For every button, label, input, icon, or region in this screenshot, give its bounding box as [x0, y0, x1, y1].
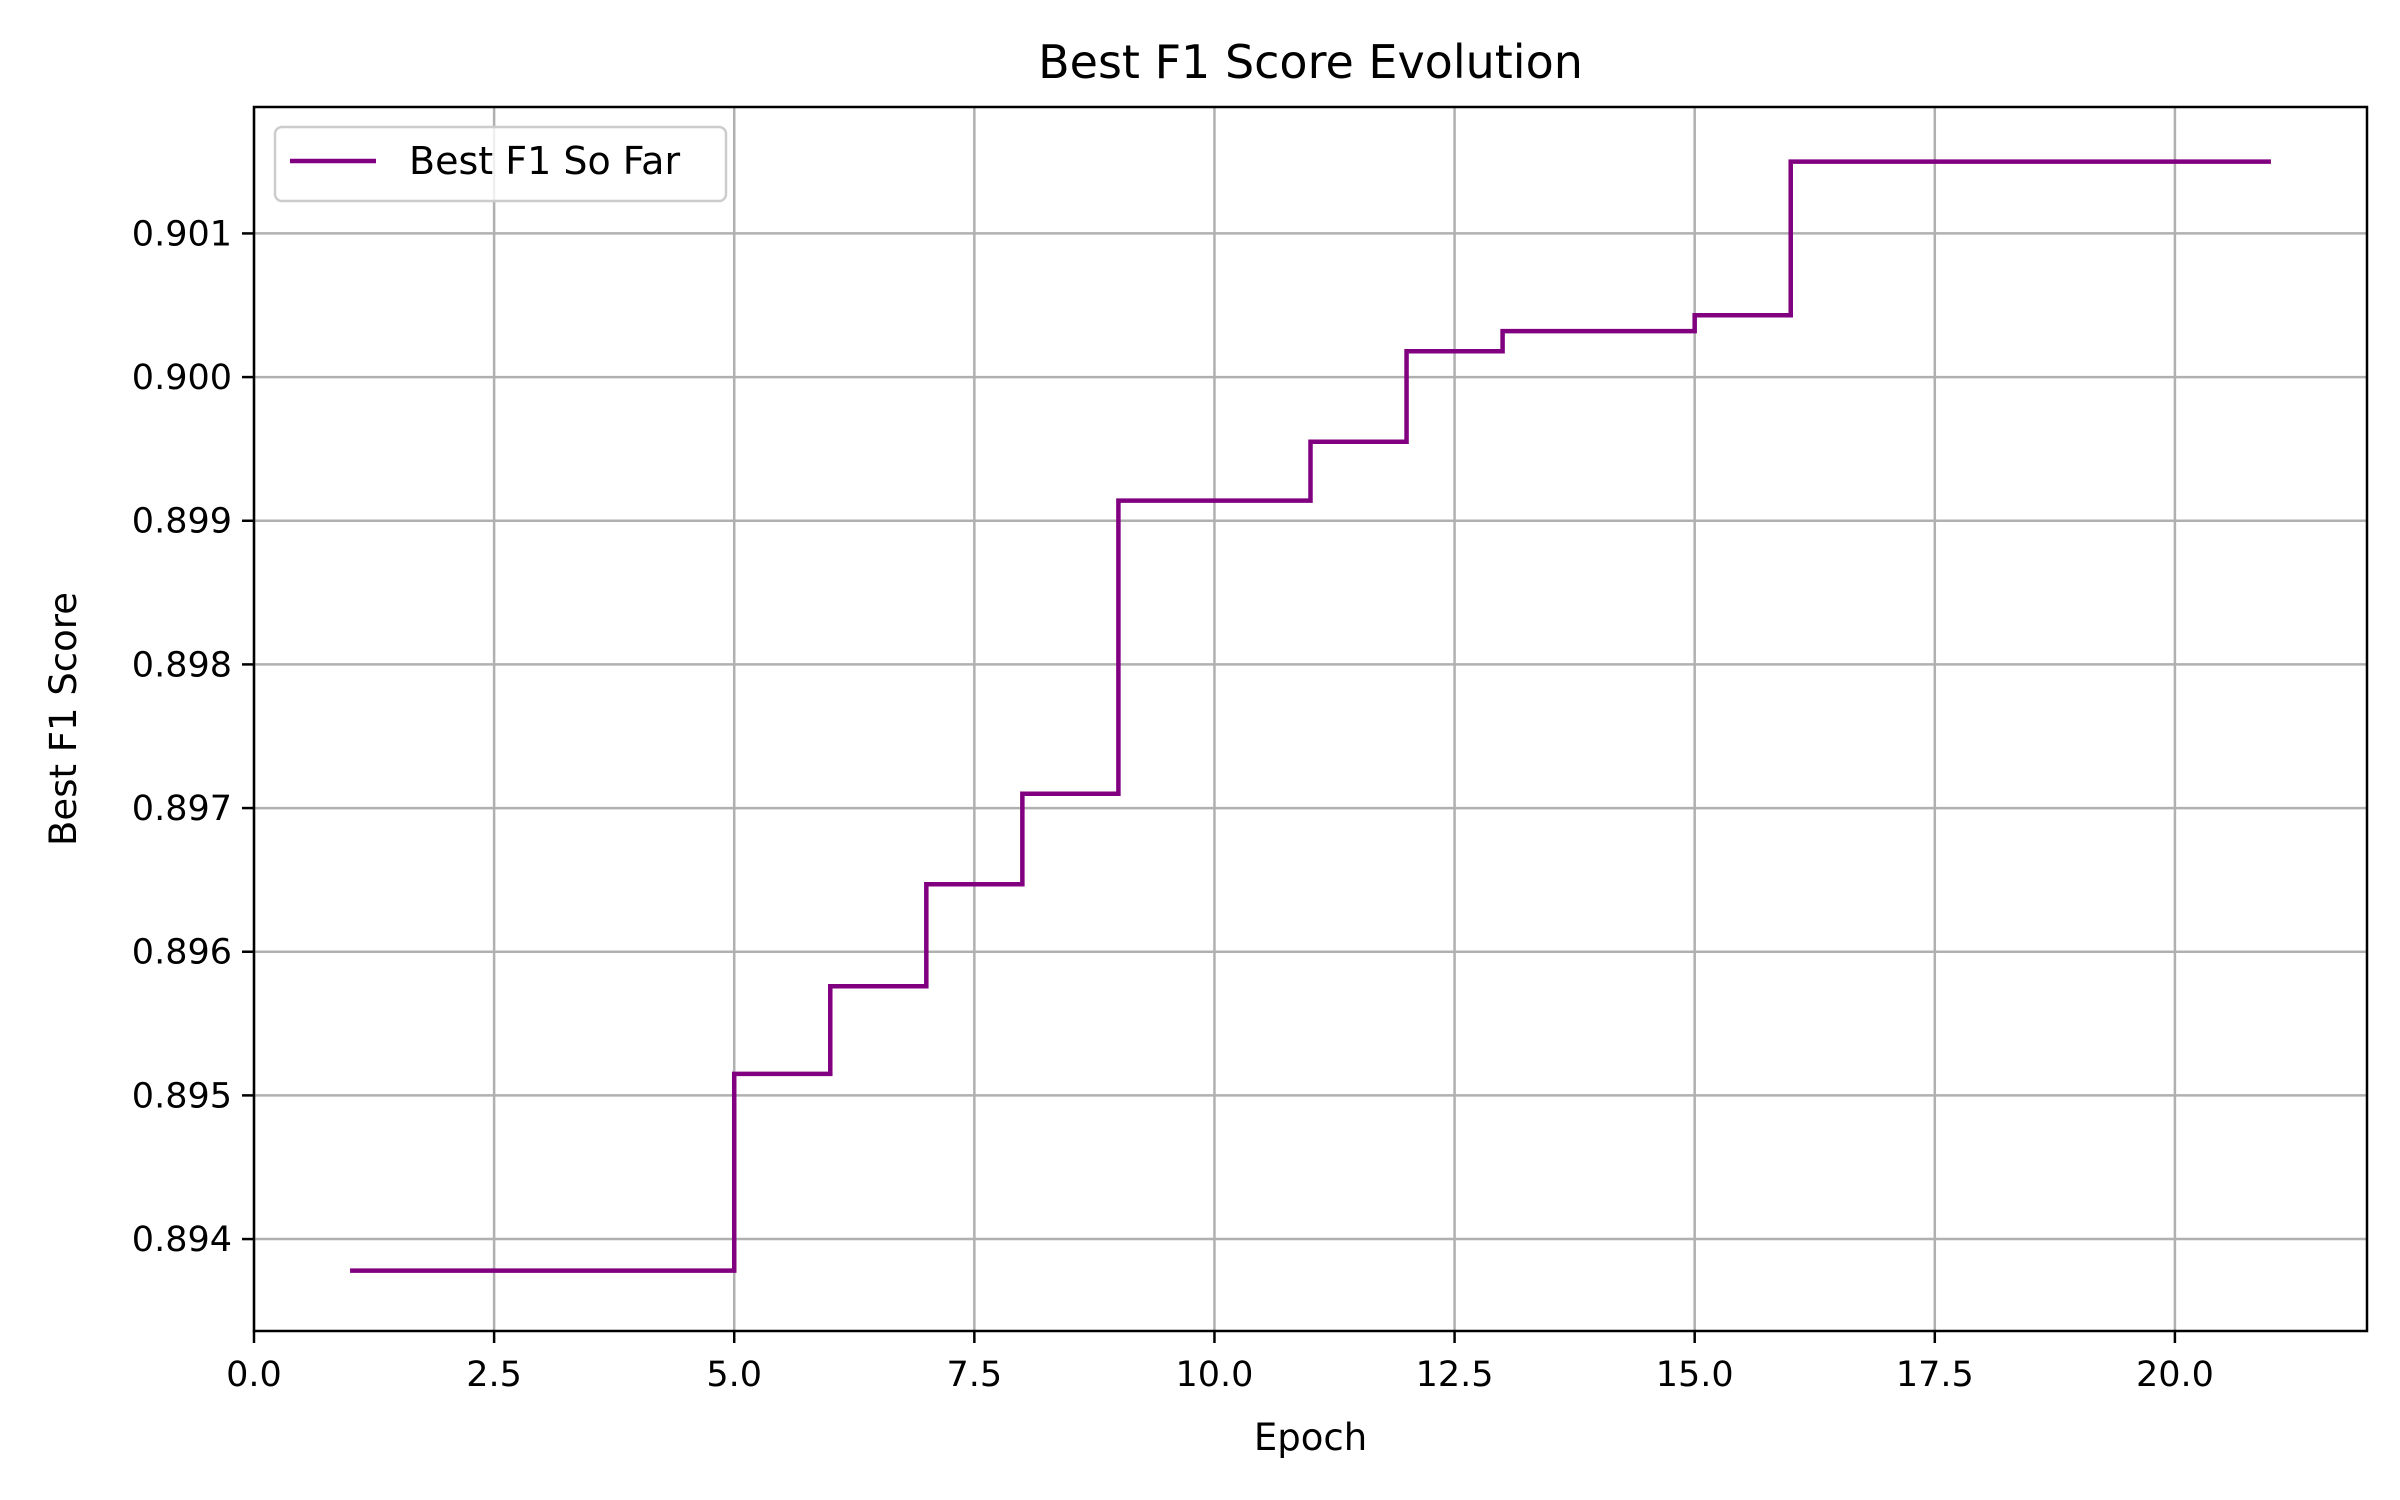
plot-frame — [252, 105, 2369, 1333]
legend-frame — [273, 125, 728, 203]
x-axis-label: Epoch — [1254, 1416, 1367, 1459]
y-tick-label: 0.900 — [132, 358, 232, 398]
y-tick-label: 0.895 — [132, 1076, 232, 1116]
x-tick-label: 20.0 — [2136, 1355, 2214, 1395]
x-tick-label: 5.0 — [706, 1355, 762, 1395]
grid — [252, 107, 2367, 1331]
x-tick-label: 15.0 — [1656, 1355, 1734, 1395]
series-line-best-f1-so-far — [350, 159, 2271, 1273]
x-tick-label: 17.5 — [1896, 1355, 1974, 1395]
x-axis-ticks: 0.0 2.5 5.0 7.5 10.0 12.5 15.0 17.5 20.0 — [226, 1331, 2214, 1395]
legend-label: Best F1 So Far — [409, 139, 680, 183]
y-tick-label: 0.898 — [132, 645, 232, 685]
chart-title: Best F1 Score Evolution — [1038, 35, 1583, 89]
y-tick-label: 0.899 — [132, 502, 232, 542]
y-axis-ticks: 0.894 0.895 0.896 0.897 0.898 0.899 0.900 0.901 — [132, 214, 254, 1260]
y-tick-label: 0.901 — [132, 214, 232, 254]
x-tick-label: 0.0 — [226, 1355, 282, 1395]
y-tick-label: 0.897 — [132, 789, 232, 829]
legend: Best F1 So Far — [273, 125, 728, 203]
y-tick-label: 0.894 — [132, 1220, 232, 1260]
x-tick-label: 2.5 — [466, 1355, 522, 1395]
x-tick-label: 12.5 — [1416, 1355, 1494, 1395]
x-tick-label: 7.5 — [947, 1355, 1003, 1395]
series-layer — [350, 159, 2271, 1273]
y-axis-label: Best F1 Score — [42, 592, 85, 846]
y-tick-label: 0.896 — [132, 933, 232, 973]
x-tick-label: 10.0 — [1175, 1355, 1253, 1395]
